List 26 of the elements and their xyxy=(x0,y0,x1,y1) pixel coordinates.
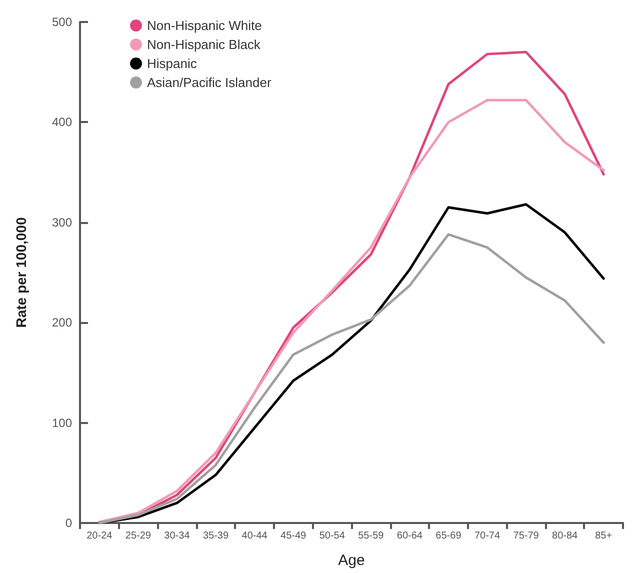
y-tick-label: 300 xyxy=(52,215,72,230)
x-axis-title: Age xyxy=(338,552,365,569)
y-tick-label: 100 xyxy=(52,416,72,430)
y-tick-label: 200 xyxy=(52,316,72,330)
x-tick-label: 80-84 xyxy=(552,530,578,542)
y-axis-title: Rate per 100,000 xyxy=(13,217,29,328)
legend-label: Non-Hispanic Black xyxy=(147,37,261,52)
x-tick-label: 40-44 xyxy=(242,530,268,542)
x-tick-label: 50-54 xyxy=(319,530,346,542)
x-tick-label: 45-49 xyxy=(280,530,307,542)
x-tick-label: 75-79 xyxy=(513,530,540,542)
legend-label: Non-Hispanic White xyxy=(147,18,262,33)
x-tick-label: 55-59 xyxy=(358,530,384,542)
x-tick-label: 30-34 xyxy=(164,530,190,542)
x-tick-label: 65-69 xyxy=(436,530,462,542)
legend-label: Hispanic xyxy=(147,56,198,71)
x-tick-label: 85+ xyxy=(595,530,612,542)
y-tick-label: 0 xyxy=(65,516,72,530)
legend-label: Asian/Pacific Islander xyxy=(147,75,272,90)
x-tick-label: 70-74 xyxy=(474,530,500,542)
x-tick-label: 20-24 xyxy=(86,530,113,542)
y-tick-label: 400 xyxy=(52,115,72,130)
x-tick-label: 60-64 xyxy=(396,530,423,542)
x-tick-label: 25-29 xyxy=(125,530,152,542)
y-tick-label: 500 xyxy=(52,15,72,29)
x-tick-label: 35-39 xyxy=(202,530,229,542)
